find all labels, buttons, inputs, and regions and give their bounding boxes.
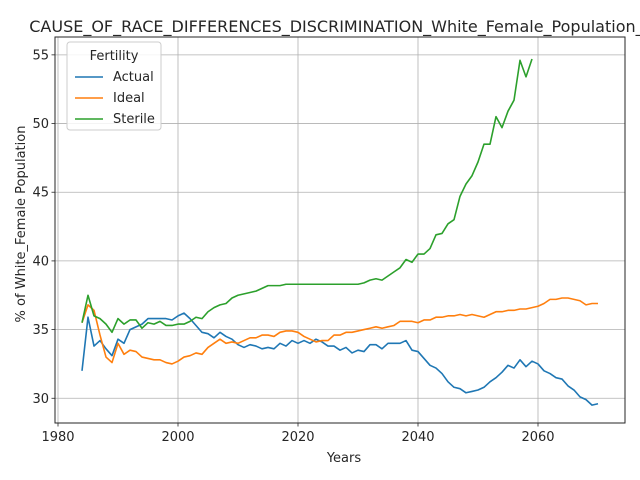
y-axis-label: % of White_Female Population — [14, 126, 29, 323]
chart-title: CAUSE_OF_RACE_DIFFERENCES_DISCRIMINATION… — [29, 17, 640, 37]
y-tick-label: 55 — [32, 48, 49, 63]
legend-title: Fertility — [90, 49, 139, 64]
plot-frame — [54, 36, 626, 424]
legend: Fertility Actual Ideal Sterile — [66, 41, 162, 131]
x-tick-label: 1980 — [41, 430, 74, 445]
series-line-ideal — [81, 297, 598, 365]
y-tick-label: 40 — [32, 254, 49, 269]
series-lines — [81, 58, 599, 406]
x-tick-label: 2040 — [401, 430, 434, 445]
x-tick-label: 2020 — [281, 430, 314, 445]
y-tick-label: 30 — [32, 392, 49, 407]
y-tick-label: 35 — [32, 323, 49, 338]
legend-label-ideal: Ideal — [113, 91, 145, 106]
x-axis-label: Years — [326, 451, 362, 466]
x-tick-label: 2000 — [161, 430, 194, 445]
x-tick-label: 2060 — [521, 430, 554, 445]
y-tick-label: 50 — [32, 117, 49, 132]
y-tick-label: 45 — [32, 186, 49, 201]
grid — [55, 37, 625, 423]
legend-label-sterile: Sterile — [113, 112, 155, 127]
legend-items: Actual Ideal Sterile — [75, 70, 155, 127]
series-line-sterile — [81, 58, 533, 334]
legend-label-actual: Actual — [113, 70, 154, 85]
x-axis-ticks: 1980 2000 2020 2040 2060 — [41, 423, 555, 445]
legend-box — [66, 41, 162, 131]
y-axis-ticks: 30 35 40 45 50 55 — [32, 48, 55, 407]
series-line-actual — [81, 312, 599, 406]
